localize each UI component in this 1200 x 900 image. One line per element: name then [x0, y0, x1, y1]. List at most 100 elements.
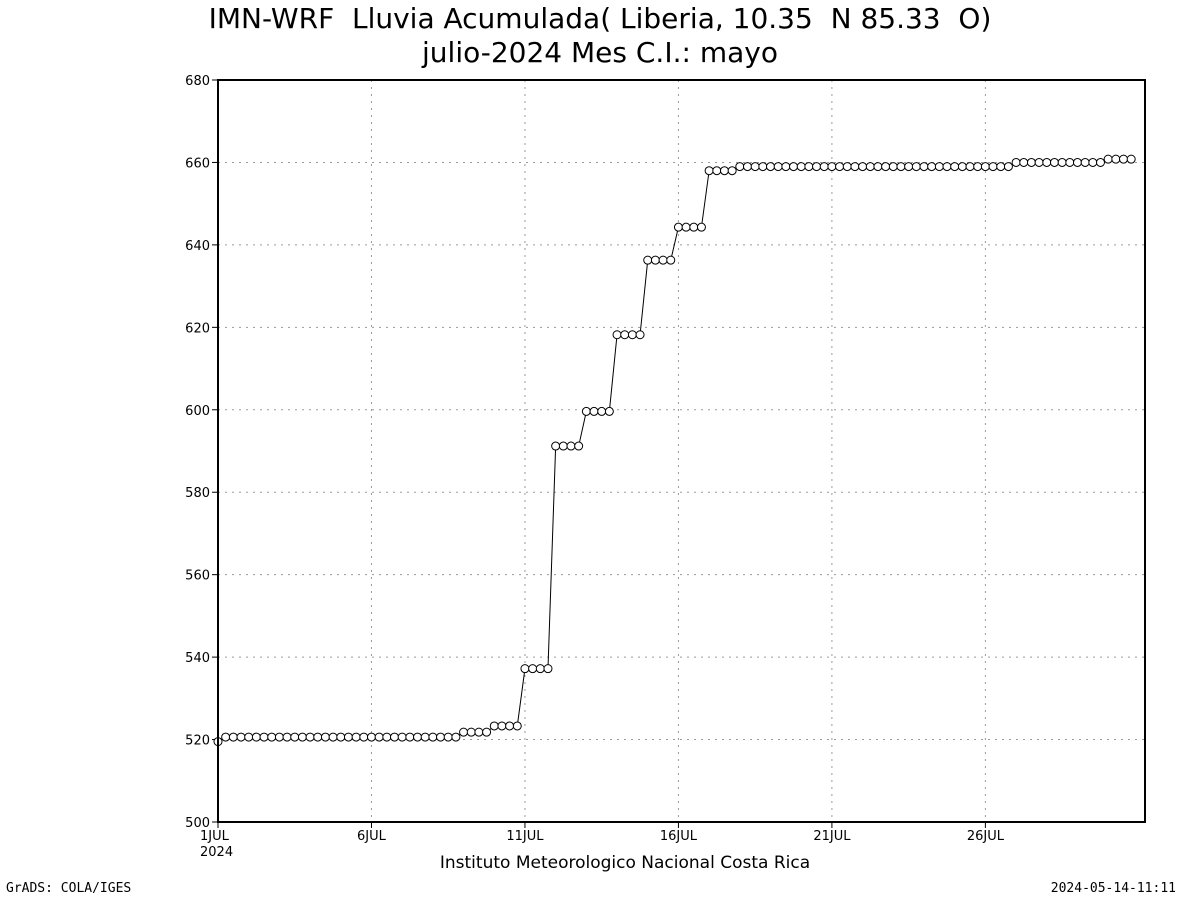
data-point: [735, 162, 745, 172]
x-tick-label: 16JUL: [660, 829, 698, 844]
data-point: [466, 727, 476, 737]
y-tick-label: 680: [185, 74, 210, 89]
data-point: [336, 732, 346, 742]
y-tick-label: 640: [185, 239, 210, 254]
data-point: [228, 732, 238, 742]
data-point: [259, 732, 269, 742]
data-point: [658, 255, 668, 265]
chart-subtitle: julio-2024 Mes C.I.: mayo: [422, 36, 778, 69]
data-point: [420, 732, 430, 742]
data-point: [858, 162, 868, 172]
y-tick-label: 580: [185, 486, 210, 501]
data-point: [812, 162, 822, 172]
data-point: [1095, 157, 1105, 167]
data-point: [1111, 154, 1121, 164]
data-point: [459, 727, 469, 737]
data-point: [574, 441, 584, 451]
data-point: [666, 255, 676, 265]
data-point: [819, 162, 829, 172]
data-point: [251, 732, 261, 742]
data-point: [796, 162, 806, 172]
data-point: [482, 727, 492, 737]
data-point: [957, 162, 967, 172]
data-point: [980, 162, 990, 172]
data-point: [681, 222, 691, 232]
data-point: [789, 162, 799, 172]
x-tick-sublabel: 2024: [200, 845, 233, 860]
data-point: [489, 721, 499, 731]
data-point: [896, 162, 906, 172]
data-point: [766, 162, 776, 172]
data-point: [535, 664, 545, 674]
data-point: [589, 406, 599, 416]
data-point: [950, 162, 960, 172]
data-point: [443, 732, 453, 742]
data-point: [704, 166, 714, 176]
data-point: [842, 162, 852, 172]
data-point: [1042, 157, 1052, 167]
x-tick-label: 26JUL: [967, 829, 1005, 844]
data-point: [643, 255, 653, 265]
x-tick-label: 11JUL: [506, 829, 544, 844]
y-tick-label: 600: [185, 404, 210, 419]
data-point: [873, 162, 883, 172]
data-point: [612, 330, 622, 340]
data-point: [1126, 154, 1136, 164]
data-point: [904, 162, 914, 172]
data-point: [382, 732, 392, 742]
data-point: [1026, 157, 1036, 167]
data-point: [221, 732, 231, 742]
data-point: [773, 162, 783, 172]
data-point: [405, 732, 415, 742]
data-point: [758, 162, 768, 172]
data-point: [1072, 157, 1082, 167]
data-point: [328, 732, 338, 742]
y-tick-label: 620: [185, 321, 210, 336]
data-point: [781, 162, 791, 172]
data-point: [635, 330, 645, 340]
x-tick-label: 1JUL: [200, 829, 230, 844]
data-point: [451, 732, 461, 742]
data-point: [927, 162, 937, 172]
data-point: [727, 166, 737, 176]
data-point: [934, 162, 944, 172]
data-point: [397, 732, 407, 742]
data-point: [512, 721, 522, 731]
y-tick-label: 660: [185, 156, 210, 171]
data-point: [835, 162, 845, 172]
x-tick-label: 6JUL: [357, 829, 387, 844]
data-point: [881, 162, 891, 172]
data-point: [673, 222, 683, 232]
chart-title: IMN-WRF Lluvia Acumulada( Liberia, 10.35…: [208, 2, 992, 35]
data-point: [712, 166, 722, 176]
institution-credit: Instituto Meteorologico Nacional Costa R…: [439, 853, 811, 873]
data-point: [850, 162, 860, 172]
data-point: [581, 406, 591, 416]
data-point: [1119, 154, 1129, 164]
data-point: [267, 732, 277, 742]
data-point: [597, 406, 607, 416]
data-point: [428, 732, 438, 742]
data-point: [558, 441, 568, 451]
data-point: [996, 162, 1006, 172]
y-tick-label: 520: [185, 734, 210, 749]
data-point: [1049, 157, 1059, 167]
data-point: [1080, 157, 1090, 167]
data-point: [1103, 154, 1113, 164]
data-point: [973, 162, 983, 172]
data-point: [297, 732, 307, 742]
data-point: [520, 664, 530, 674]
data-point: [505, 721, 515, 731]
data-point: [620, 330, 630, 340]
data-point: [528, 664, 538, 674]
data-point: [1057, 157, 1067, 167]
data-point: [282, 732, 292, 742]
data-point: [343, 732, 353, 742]
data-point: [551, 441, 561, 451]
data-point: [888, 162, 898, 172]
data-point: [1034, 157, 1044, 167]
data-point: [911, 162, 921, 172]
data-point: [374, 732, 384, 742]
data-point: [827, 162, 837, 172]
